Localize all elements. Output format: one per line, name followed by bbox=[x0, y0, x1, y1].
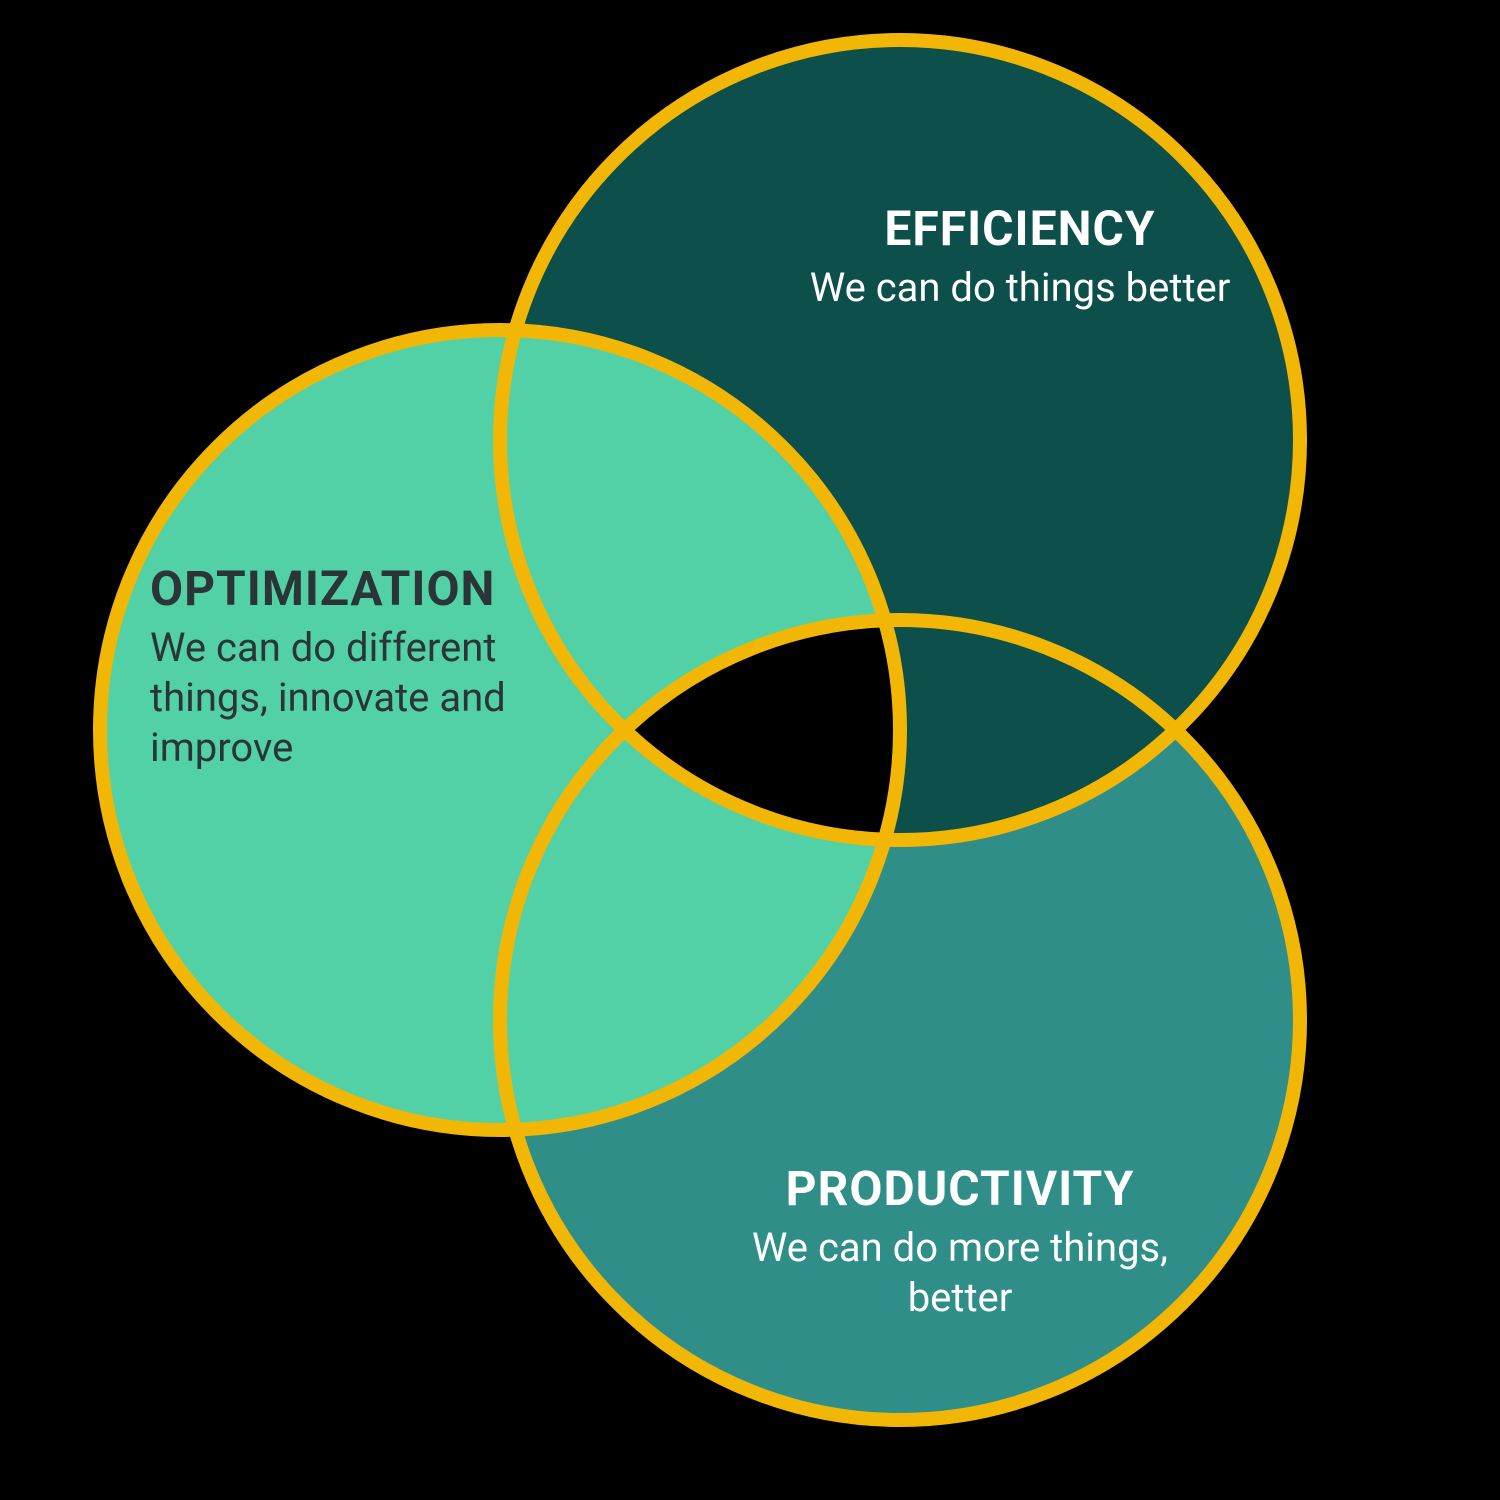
productivity-label-block: PRODUCTIVITY We can do more things, bett… bbox=[700, 1160, 1220, 1323]
productivity-subtitle: We can do more things, better bbox=[700, 1223, 1220, 1323]
efficiency-subtitle: We can do things better bbox=[760, 263, 1280, 313]
optimization-subtitle: We can do different things, innovate and… bbox=[150, 623, 590, 773]
optimization-label-block: OPTIMIZATION We can do different things,… bbox=[150, 560, 590, 773]
optimization-title: OPTIMIZATION bbox=[150, 560, 590, 617]
venn-diagram: EFFICIENCY We can do things better OPTIM… bbox=[0, 0, 1500, 1500]
efficiency-label-block: EFFICIENCY We can do things better bbox=[760, 200, 1280, 313]
efficiency-title: EFFICIENCY bbox=[760, 200, 1280, 257]
productivity-title: PRODUCTIVITY bbox=[700, 1160, 1220, 1217]
